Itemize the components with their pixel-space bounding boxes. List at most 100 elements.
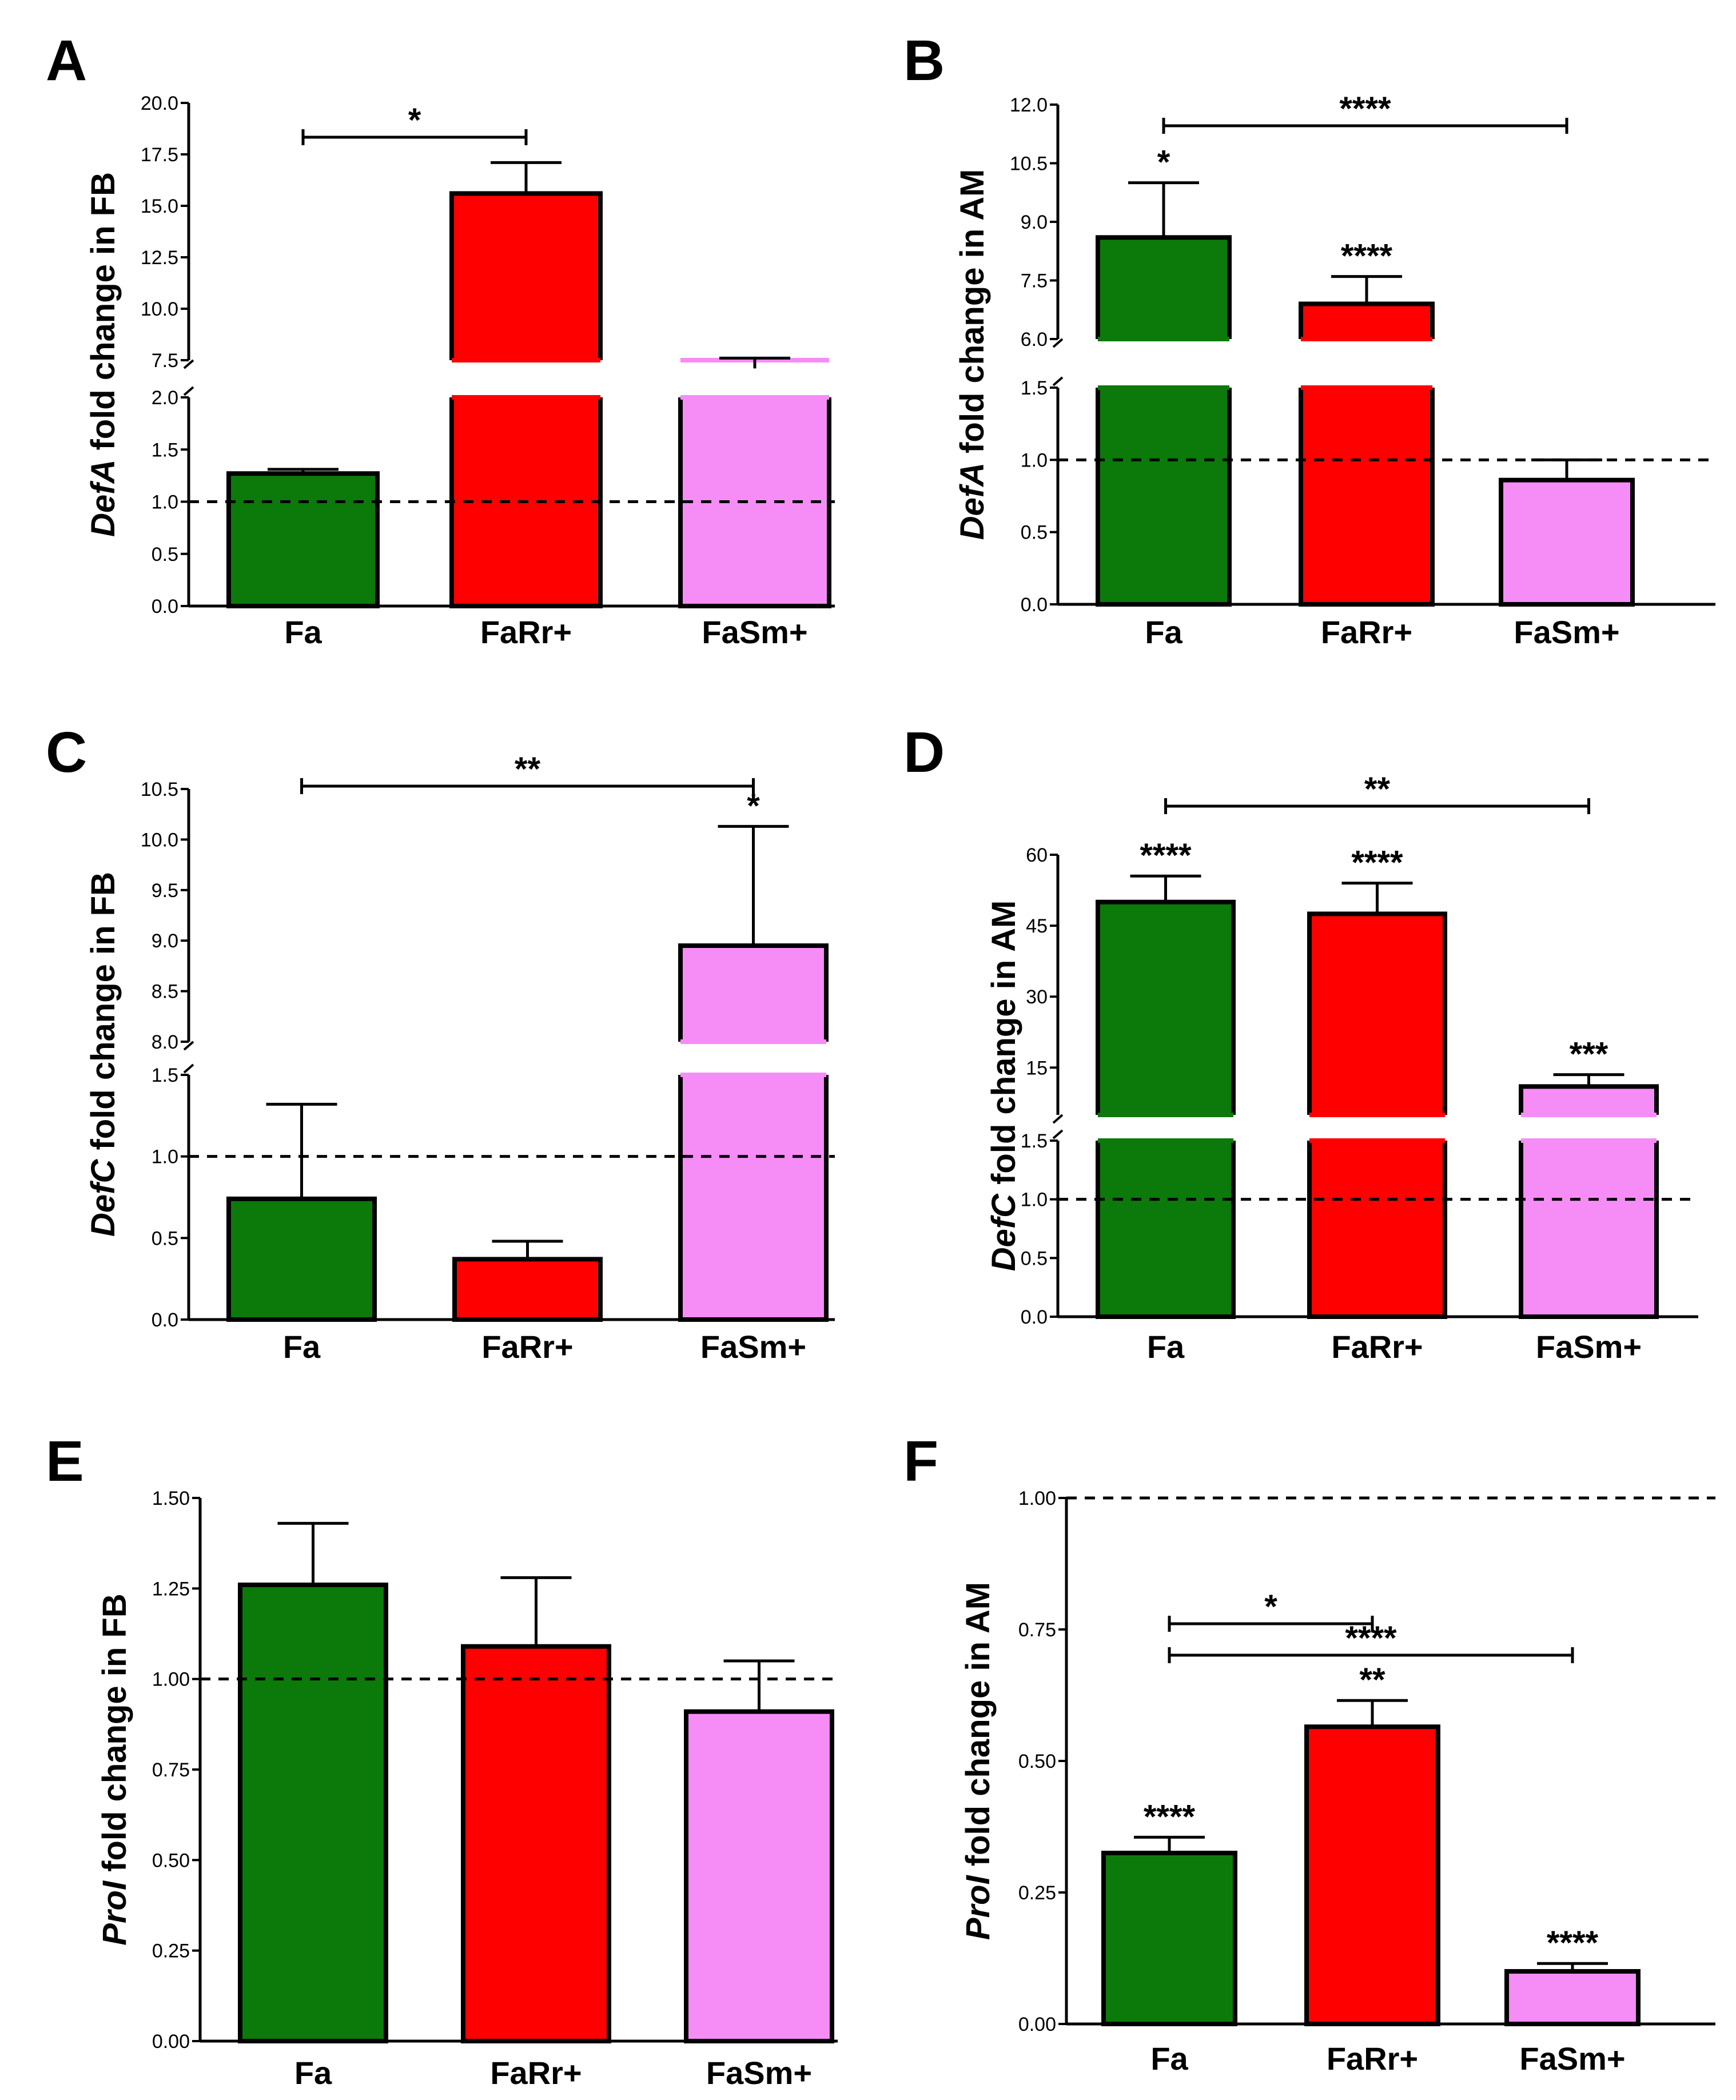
bar-farr-plus-lower bbox=[1299, 385, 1435, 607]
panel-letter: D bbox=[903, 720, 945, 784]
bar-fasm-plus-upper bbox=[678, 943, 829, 1045]
bracket-significance-label: **** bbox=[1345, 1620, 1397, 1657]
panel-a: A 0.0 0.5 1.0 1.5 2.0 7.5 10.0 12.5 15.0 17.5 20.0 F… bbox=[46, 29, 835, 650]
axis-break-mark bbox=[183, 359, 194, 369]
y-tick-label: 1.50 bbox=[152, 1488, 190, 1509]
x-category-label: FaRr+ bbox=[1331, 1329, 1423, 1365]
bar-farr-plus-upper bbox=[1307, 911, 1447, 1117]
bar-fasm-plus bbox=[1499, 477, 1635, 607]
y-tick-label: 1.00 bbox=[1018, 1488, 1056, 1509]
y-tick-label: 1.5 bbox=[152, 439, 178, 461]
y-axis-label-gene: DefC bbox=[985, 1193, 1022, 1271]
x-category-label: Fa bbox=[283, 1329, 321, 1365]
y-axis-label-gene: ProI bbox=[959, 1874, 997, 1940]
y-axis-label-gene: ProI bbox=[96, 1880, 133, 1946]
x-category-label: FaRr+ bbox=[1321, 614, 1412, 650]
bar-fa bbox=[226, 1196, 377, 1322]
axis-break-mark bbox=[1052, 1114, 1064, 1124]
y-tick-label: 15 bbox=[1026, 1057, 1048, 1079]
y-tick-label: 2.0 bbox=[152, 387, 178, 409]
y-tick-label: 0.5 bbox=[152, 544, 178, 565]
y-tick-label: 0.5 bbox=[1021, 1248, 1048, 1269]
axis-break-gap bbox=[677, 1042, 830, 1075]
bar-farr-plus bbox=[452, 1257, 603, 1322]
y-tick-label: 10.0 bbox=[141, 298, 178, 320]
panel-letter: A bbox=[46, 29, 87, 93]
y-tick-label: 30 bbox=[1026, 986, 1048, 1008]
bar-significance-label: **** bbox=[1144, 1798, 1196, 1835]
x-category-label: Fa bbox=[1145, 614, 1182, 650]
x-category-label: FaSm+ bbox=[1536, 1329, 1642, 1365]
axis-break-mark bbox=[1052, 376, 1064, 386]
panel-b: B 0.0 0.5 1.0 1.5 6.0 7.5 9.0 10.5 12.0 * Fa **** FaR… bbox=[903, 29, 1715, 650]
bar-fa-upper bbox=[1096, 235, 1232, 342]
y-axis-label-text: fold change in FB bbox=[85, 872, 122, 1159]
y-tick-label: 0.00 bbox=[1018, 2014, 1056, 2035]
bracket-significance-label: ** bbox=[515, 751, 541, 788]
y-tick-label: 20.0 bbox=[141, 93, 178, 114]
y-tick-label: 7.5 bbox=[1021, 270, 1048, 292]
panel-c: C 0.0 0.5 1.0 1.5 8.0 8.5 9.0 9.5 10.0 10.5 Fa FaRr+… bbox=[46, 720, 835, 1365]
bar-fasm-plus bbox=[1504, 1969, 1641, 2026]
y-tick-label: 1.0 bbox=[152, 492, 178, 513]
x-category-label: Fa bbox=[1147, 1329, 1185, 1365]
x-category-label: FaSm+ bbox=[1514, 614, 1619, 650]
axis-break-mark bbox=[1052, 338, 1064, 348]
bracket-significance-label: * bbox=[408, 102, 421, 139]
axis-break-mark bbox=[183, 386, 194, 396]
x-category-label: FaSm+ bbox=[700, 1329, 806, 1365]
bar-farr-plus-upper bbox=[449, 191, 603, 362]
y-tick-label: 0.75 bbox=[152, 1759, 190, 1781]
bar-significance-label: **** bbox=[1547, 1924, 1599, 1962]
y-tick-label: 1.00 bbox=[152, 1669, 190, 1691]
panel-f: F 0.00 0.25 0.50 0.75 1.00 **** Fa ** FaRr+ **** Fa… bbox=[903, 1429, 1715, 2077]
bar-fasm-plus-upper bbox=[1519, 1084, 1659, 1118]
bar-farr-plus bbox=[1304, 1724, 1440, 2026]
y-axis-label: ProI fold change in FB bbox=[96, 1593, 133, 1945]
axis-break-gap bbox=[1518, 1115, 1660, 1141]
bar-fa-lower bbox=[1096, 385, 1232, 607]
y-tick-label: 0.0 bbox=[152, 596, 178, 617]
x-category-label: Fa bbox=[1150, 2041, 1188, 2077]
panel-letter: F bbox=[903, 1429, 938, 1493]
y-tick-label: 1.5 bbox=[1021, 1130, 1048, 1152]
y-axis-label: DefA fold change in FB bbox=[85, 172, 122, 537]
panel-letter: E bbox=[46, 1429, 84, 1493]
y-tick-label: 45 bbox=[1026, 915, 1048, 937]
x-category-label: FaRr+ bbox=[481, 1329, 573, 1365]
panel-d: D 0.0 0.5 1.0 1.5 15 30 45 60 **** Fa **** FaRr+ *** F… bbox=[903, 720, 1698, 1365]
y-tick-label: 12.0 bbox=[1010, 94, 1048, 116]
bar-fasm-plus bbox=[684, 1709, 834, 2044]
y-tick-label: 10.0 bbox=[141, 829, 178, 851]
y-tick-label: 6.0 bbox=[1021, 329, 1048, 350]
bar-significance-label: *** bbox=[1570, 1036, 1608, 1073]
x-category-label: Fa bbox=[294, 2055, 332, 2091]
bar-farr-plus-lower bbox=[1307, 1138, 1447, 1319]
y-axis-label-gene: DefA bbox=[954, 463, 991, 540]
bar-fa-lower bbox=[1096, 1138, 1236, 1319]
bar-fa bbox=[1101, 1851, 1237, 2026]
y-tick-label: 1.5 bbox=[152, 1065, 178, 1086]
y-tick-label: 9.0 bbox=[152, 930, 178, 952]
y-tick-label: 0.0 bbox=[152, 1309, 178, 1331]
axis-break-gap bbox=[1094, 339, 1233, 388]
axis-break-gap bbox=[448, 360, 604, 397]
y-axis-label: DefC fold change in FB bbox=[85, 872, 122, 1237]
bar-fasm-plus-lower bbox=[678, 1073, 829, 1322]
bar-significance-label: * bbox=[747, 787, 760, 824]
axis-break-mark bbox=[183, 1041, 194, 1051]
y-axis-label-text: fold change in FB bbox=[85, 172, 122, 460]
y-tick-label: 10.5 bbox=[141, 779, 178, 800]
y-tick-label: 1.25 bbox=[152, 1578, 190, 1600]
y-axis-label-text: fold change in AM bbox=[959, 1582, 997, 1875]
x-category-label: Fa bbox=[284, 614, 322, 650]
y-tick-label: 10.5 bbox=[1010, 153, 1048, 175]
y-tick-label: 0.5 bbox=[152, 1228, 178, 1249]
bar-significance-label: ** bbox=[1359, 1661, 1385, 1699]
bracket-significance-label: **** bbox=[1339, 90, 1391, 127]
bar-significance-label: **** bbox=[1140, 837, 1192, 874]
y-tick-label: 8.0 bbox=[152, 1031, 178, 1053]
bar-fa-upper bbox=[1096, 899, 1236, 1118]
y-axis-label-text: fold change in AM bbox=[954, 169, 991, 463]
